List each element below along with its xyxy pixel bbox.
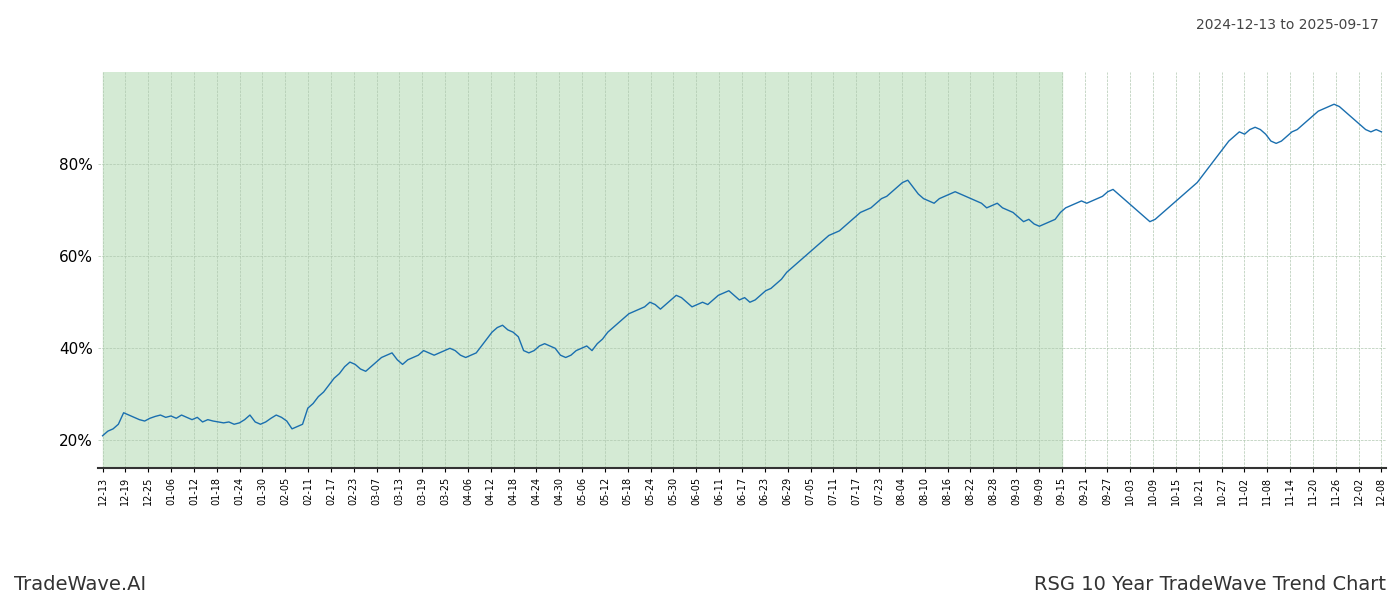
Text: TradeWave.AI: TradeWave.AI: [14, 575, 146, 594]
Bar: [102, 72, 1061, 468]
Text: 2024-12-13 to 2025-09-17: 2024-12-13 to 2025-09-17: [1196, 18, 1379, 32]
Text: RSG 10 Year TradeWave Trend Chart: RSG 10 Year TradeWave Trend Chart: [1035, 575, 1386, 594]
